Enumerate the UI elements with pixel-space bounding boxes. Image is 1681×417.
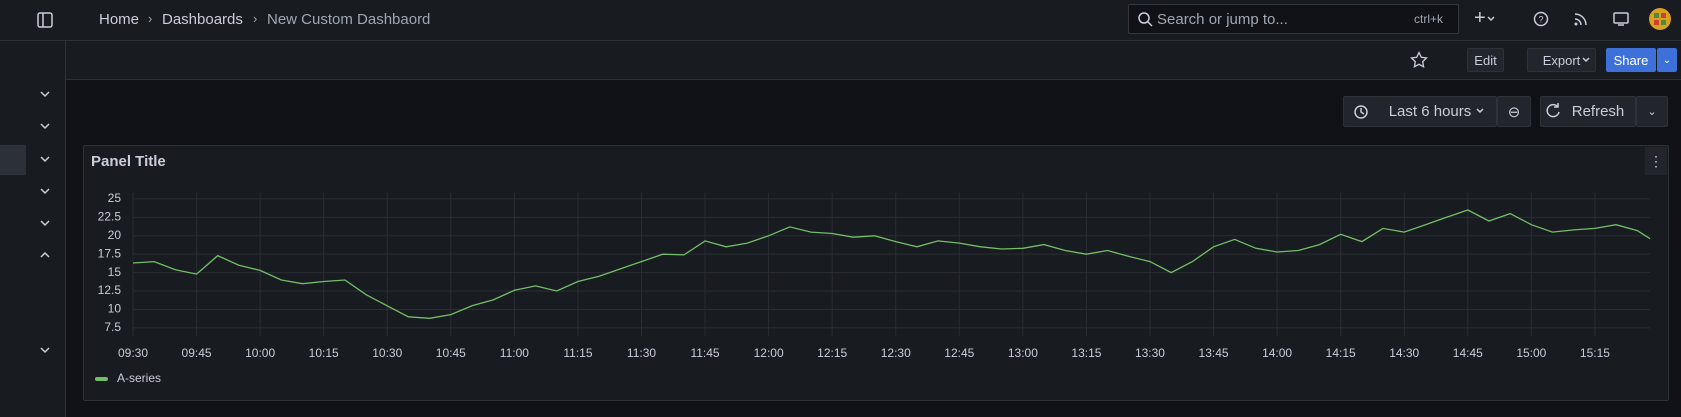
news-icon[interactable] <box>1573 11 1589 27</box>
breadcrumb: New Custom Dashbaord <box>267 11 431 28</box>
time-picker[interactable]: Last 6 hours <box>1343 96 1497 127</box>
separator: › <box>148 11 153 26</box>
x-tick-label: 15:15 <box>1580 346 1610 360</box>
share-button[interactable]: Share <box>1606 48 1656 72</box>
panel-menu[interactable]: ⋮ <box>1645 147 1667 175</box>
breadcrumb[interactable]: Home <box>99 11 140 28</box>
x-tick-label: 10:00 <box>245 346 275 360</box>
refresh-menu[interactable]: ⌄ <box>1636 96 1668 127</box>
y-tick-label: 17.5 <box>98 246 122 260</box>
y-tick-label: 20 <box>108 228 122 242</box>
x-tick-label: 11:15 <box>563 346 592 360</box>
legend-label: A-series <box>117 371 161 385</box>
search-icon <box>1138 12 1153 27</box>
share-menu[interactable]: ⌄ <box>1657 48 1677 72</box>
x-tick-label: 09:45 <box>182 346 212 360</box>
profile-icon[interactable] <box>1613 11 1629 27</box>
svg-text:?: ? <box>1538 14 1543 24</box>
search-box[interactable] <box>1128 4 1459 34</box>
dock-icon[interactable] <box>37 12 53 28</box>
x-tick-label: 09:30 <box>118 346 148 360</box>
refresh-button[interactable]: Refresh <box>1540 96 1636 127</box>
star-icon[interactable] <box>1410 51 1428 69</box>
x-tick-label: 11:45 <box>690 346 719 360</box>
x-tick-label: 14:00 <box>1262 346 1292 360</box>
help-icon[interactable]: ? <box>1533 11 1549 27</box>
y-tick-label: 15 <box>108 265 122 279</box>
x-tick-label: 13:45 <box>1199 346 1229 360</box>
x-tick-label: 11:30 <box>627 346 656 360</box>
legend-swatch <box>95 377 108 381</box>
x-tick-label: 12:00 <box>754 346 784 360</box>
edit-button[interactable]: Edit <box>1467 48 1504 72</box>
shortcut: ctrl+k <box>1414 12 1444 26</box>
x-tick-label: 14:30 <box>1389 346 1419 360</box>
y-tick-label: 25 <box>108 191 122 205</box>
y-tick-label: 12.5 <box>98 283 122 297</box>
sidebar-chevrons <box>40 16 1590 354</box>
x-tick-label: 15:00 <box>1516 346 1546 360</box>
sidebar <box>0 41 66 417</box>
panel-title: Panel Title <box>91 153 166 170</box>
x-tick-label: 14:15 <box>1326 346 1356 360</box>
x-tick-label: 14:45 <box>1453 346 1483 360</box>
x-tick-label: 10:15 <box>309 346 339 360</box>
y-tick-label: 22.5 <box>98 209 122 223</box>
x-tick-label: 10:30 <box>372 346 402 360</box>
x-tick-label: 13:15 <box>1071 346 1101 360</box>
search-placeholder: Search or jump to... <box>1157 11 1288 28</box>
export-button[interactable]: Export <box>1527 48 1596 72</box>
zoom-out[interactable]: ⊖ <box>1497 96 1531 127</box>
x-tick-label: 13:30 <box>1135 346 1165 360</box>
separator: › <box>253 11 258 26</box>
toolbar <box>66 41 1681 80</box>
x-tick-label: 11:00 <box>500 346 529 360</box>
x-tick-label: 12:30 <box>881 346 911 360</box>
add-button[interactable]: + <box>1474 7 1486 29</box>
series-line <box>132 209 1651 319</box>
y-tick-label: 10 <box>108 302 122 316</box>
x-tick-label: 12:45 <box>944 346 974 360</box>
avatar[interactable] <box>1649 8 1671 30</box>
y-tick-label: 7.5 <box>104 320 121 334</box>
sidebar-active <box>0 145 26 175</box>
x-tick-label: 13:00 <box>1008 346 1038 360</box>
breadcrumb[interactable]: Dashboards <box>162 11 243 28</box>
x-tick-label: 12:15 <box>817 346 847 360</box>
x-tick-label: 10:45 <box>436 346 466 360</box>
